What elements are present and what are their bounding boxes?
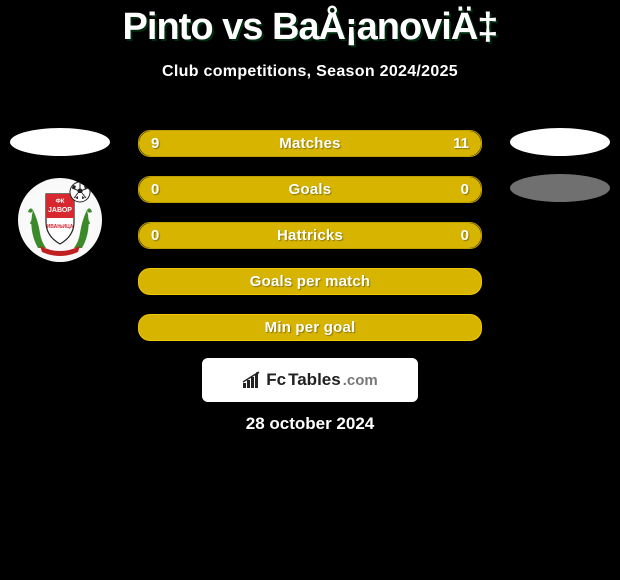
stat-right-value: 11 <box>453 135 469 152</box>
stats-section: 9 11 Matches 0 0 Goals 0 0 Hattricks Goals per ma… <box>138 130 482 360</box>
stat-left-value: 9 <box>151 135 159 152</box>
stat-label: Goals <box>289 181 332 198</box>
stat-row: Min per goal <box>138 314 482 341</box>
stat-row: Goals per match <box>138 268 482 295</box>
stat-row: 0 0 Goals <box>138 176 482 203</box>
stat-left-value: 0 <box>151 181 159 198</box>
club-crest-icon: ФК ЈАВОР ИВАЊИЦА <box>18 178 102 262</box>
page-title: Pinto vs BaÅ¡anoviÄ‡ <box>0 6 620 49</box>
bars-icon <box>242 371 264 389</box>
stat-label: Hattricks <box>277 227 343 244</box>
comparison-card: Pinto vs BaÅ¡anoviÄ‡ Club competitions, … <box>0 6 620 81</box>
player-b-name: BaÅ¡anoviÄ‡ <box>272 6 498 48</box>
source-fc: Fc <box>266 370 286 390</box>
left-column: ФК ЈАВОР ИВАЊИЦА <box>10 128 110 262</box>
club-badge-right-placeholder-icon <box>510 174 610 202</box>
svg-text:ЈАВОР: ЈАВОР <box>48 207 72 214</box>
stat-label: Goals per match <box>250 273 371 290</box>
subtitle: Club competitions, Season 2024/2025 <box>0 63 620 81</box>
source-logo: FcTables.com <box>242 370 377 390</box>
player-a-name: Pinto <box>123 6 213 48</box>
source-dotcom: .com <box>343 372 378 389</box>
date-text: 28 october 2024 <box>0 414 620 434</box>
stat-label: Min per goal <box>265 319 356 336</box>
player-a-placeholder-icon <box>10 128 110 156</box>
stat-fill-right <box>310 177 481 202</box>
stat-label: Matches <box>279 135 340 152</box>
stat-right-value: 0 <box>461 181 469 198</box>
stat-row: 0 0 Hattricks <box>138 222 482 249</box>
right-column <box>510 128 610 220</box>
vs-text: vs <box>222 6 262 48</box>
club-badge-left: ФК ЈАВОР ИВАЊИЦА <box>18 178 102 262</box>
stat-fill-left <box>139 131 293 156</box>
svg-text:ФК: ФК <box>56 199 65 205</box>
player-b-placeholder-icon <box>510 128 610 156</box>
svg-text:ИВАЊИЦА: ИВАЊИЦА <box>47 224 74 230</box>
stat-left-value: 0 <box>151 227 159 244</box>
stat-row: 9 11 Matches <box>138 130 482 157</box>
stat-right-value: 0 <box>461 227 469 244</box>
source-tables: Tables <box>288 370 341 390</box>
stat-fill-left <box>139 177 310 202</box>
source-card: FcTables.com <box>202 358 418 402</box>
